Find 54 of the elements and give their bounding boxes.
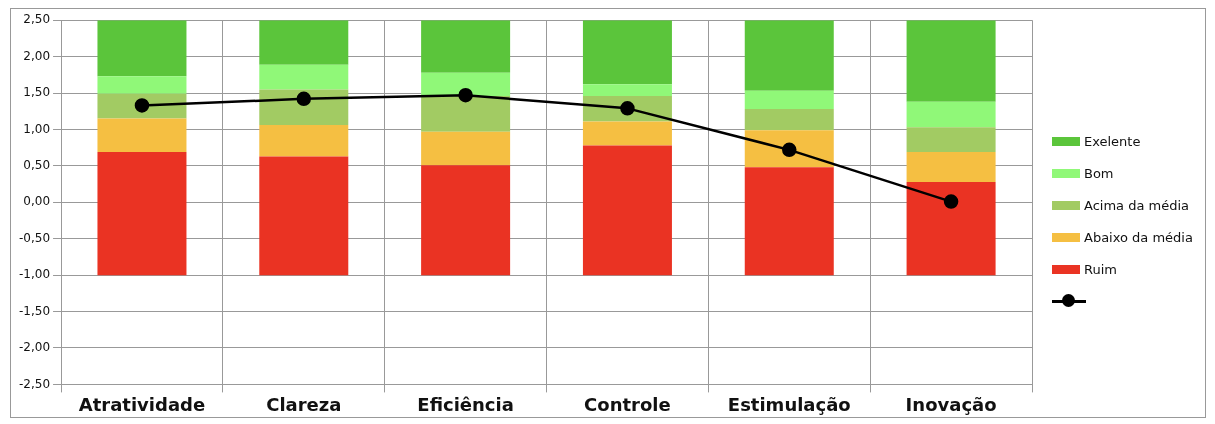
y-tick-label: 2,50 xyxy=(23,12,51,27)
legend-label: Ruim xyxy=(1084,261,1117,277)
point xyxy=(134,98,150,113)
point xyxy=(458,87,473,103)
legend-label: Abaixo da média xyxy=(1084,229,1193,245)
y-tick-label: -2,50 xyxy=(18,376,51,391)
bar xyxy=(906,101,996,128)
bar xyxy=(421,20,511,73)
x-tick-label: Clareza xyxy=(266,393,342,415)
x-tick-label: Eficiência xyxy=(417,393,514,415)
y-tick-label: -1,50 xyxy=(18,303,51,318)
bar xyxy=(259,20,349,65)
bar xyxy=(582,121,672,146)
bar xyxy=(259,125,349,157)
bar xyxy=(421,72,511,96)
point xyxy=(620,101,635,116)
y-tick-label: 0,50 xyxy=(23,158,51,173)
x-tick-label: Inovação xyxy=(905,393,997,415)
bar xyxy=(97,76,187,94)
bar xyxy=(259,156,349,276)
bar xyxy=(582,84,672,96)
bar xyxy=(259,64,349,90)
y-tick-label: -0,50 xyxy=(18,230,51,245)
y-tick-label: 1,00 xyxy=(23,121,51,136)
bar xyxy=(582,145,672,276)
legend-label: Acima da média xyxy=(1084,197,1190,213)
y-tick-label: -2,00 xyxy=(18,340,51,355)
bar xyxy=(906,20,996,102)
legend-label: Bom xyxy=(1084,165,1114,181)
bar xyxy=(97,20,187,77)
x-tick-label: Estimulação xyxy=(727,393,851,415)
bar xyxy=(744,167,834,276)
point xyxy=(943,194,959,209)
bar xyxy=(421,165,511,276)
legend-label: Exelente xyxy=(1084,133,1141,149)
bar xyxy=(421,95,511,132)
x-tick-label: Controle xyxy=(584,393,671,415)
x-tick-label: Atratividade xyxy=(78,393,206,415)
y-tick-label: 2,00 xyxy=(23,48,51,63)
bar xyxy=(421,131,511,166)
bar xyxy=(906,152,996,182)
bar xyxy=(744,90,834,110)
y-tick-label: -1,00 xyxy=(18,267,51,282)
bar xyxy=(744,20,834,91)
point xyxy=(782,142,797,158)
y-tick-label: 1,50 xyxy=(23,85,51,100)
bar xyxy=(582,20,672,85)
bar xyxy=(97,118,187,153)
bar xyxy=(906,127,996,153)
y-tick-label: 0,00 xyxy=(23,194,51,209)
bar xyxy=(97,152,187,276)
point xyxy=(296,91,312,107)
bar xyxy=(906,181,996,276)
bar xyxy=(744,109,834,131)
